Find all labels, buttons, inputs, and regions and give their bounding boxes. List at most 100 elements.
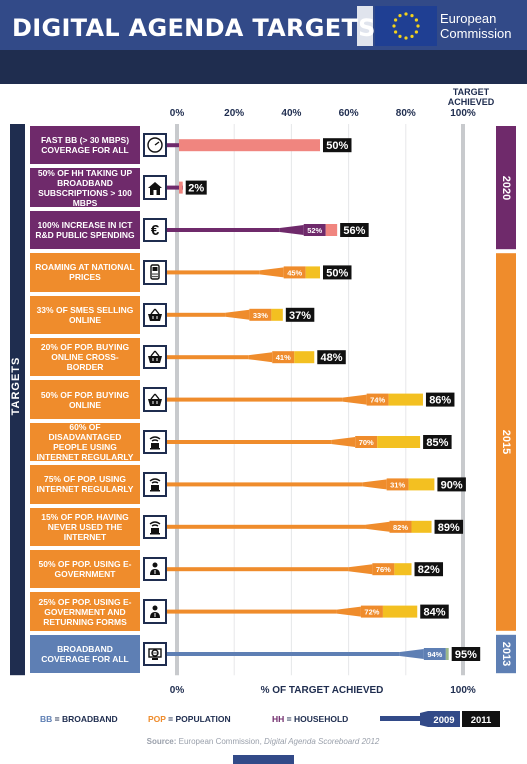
legend-2009-label: 2009 <box>433 715 454 726</box>
label-2011-9: 89% <box>438 522 460 534</box>
target-label-4: 33% OF SMES SELLING ONLINE <box>30 295 140 334</box>
source-text: European Commission, <box>178 737 262 746</box>
label-2011-bg-8 <box>437 477 466 492</box>
label-2011-3: 50% <box>326 267 348 279</box>
label-2009-2: 52% <box>307 226 322 235</box>
bar-2011-8 <box>408 478 435 491</box>
label-2011-bg-7 <box>423 435 452 449</box>
bar-2009-3 <box>177 266 306 279</box>
bar-2011-7 <box>377 436 421 448</box>
bar-2009-9 <box>177 520 412 533</box>
x-tick-top-100: 100% <box>450 108 476 119</box>
page-title: DIGITAL AGENDA TARGETS <box>12 14 376 42</box>
label-2009-8: 31% <box>390 480 405 489</box>
connector-12 <box>167 652 177 656</box>
bar-2011-0 <box>179 139 320 152</box>
bar-2009-11 <box>177 605 383 618</box>
bar-2009-10 <box>177 563 395 576</box>
bar-2011-3 <box>305 266 320 279</box>
label-2011-4: 37% <box>289 310 311 322</box>
label-2011-11: 84% <box>423 607 445 619</box>
label-2011-bg-2 <box>340 223 369 237</box>
connector-2 <box>167 228 177 232</box>
connector-10 <box>167 567 177 572</box>
legend-bb-text: = BROADBAND <box>54 714 118 724</box>
bar-2009-12 <box>177 648 446 660</box>
targets-label: TARGETS <box>10 356 22 416</box>
label-2011-bg-5 <box>317 350 346 365</box>
legend-2011-label: 2011 <box>471 715 492 726</box>
target-label-8: 75% OF POP. USING INTERNET REGULARLY <box>30 465 140 504</box>
bar-2011-5 <box>294 351 315 364</box>
house-icon <box>143 175 167 200</box>
computer-wifi-icon <box>143 514 167 539</box>
legend-years: 2009 2011 <box>380 711 500 727</box>
target-label-12: BROADBAND COVERAGE FOR ALL <box>30 634 140 674</box>
label-2011-10: 82% <box>418 564 440 576</box>
label-2011-2: 56% <box>343 225 365 237</box>
connector-6 <box>167 397 177 402</box>
bar-2011-4 <box>271 308 283 321</box>
label-2009-11: 72% <box>364 608 379 617</box>
eu-flag-logo-icon <box>357 6 437 46</box>
target-label-2: 100% INCREASE IN ICT R&D PUBLIC SPENDING <box>30 210 140 250</box>
label-2011-7: 85% <box>426 437 448 449</box>
footer-bar <box>233 755 294 764</box>
euro-icon: € <box>143 217 167 243</box>
target-label-9: 15% OF POP. HAVING NEVER USED THE INTERN… <box>30 507 140 546</box>
year-band-2015 <box>496 253 516 631</box>
target-label-3: ROAMING AT NATIONAL PRICES <box>30 253 140 292</box>
bar-2009-8 <box>177 478 409 491</box>
year-band-label-2013: 2013 <box>500 641 512 667</box>
label-2011-1: 2% <box>188 183 204 195</box>
legend-2009-taper <box>380 716 420 721</box>
header-band <box>0 50 527 84</box>
shopping-basket-icon <box>143 345 167 370</box>
target-label-10: 50% OF POP. USING E-GOVERNMENT <box>30 550 140 589</box>
bar-2011-6 <box>388 393 423 406</box>
logo-line-1: European <box>440 11 497 26</box>
bar-2011-10 <box>394 563 412 576</box>
label-2009-4: 33% <box>253 311 268 320</box>
mobile-phone-icon <box>143 260 167 285</box>
x-tick-top-0: 0% <box>169 108 185 119</box>
bar-2011-12 <box>445 648 449 660</box>
label-2011-bg-4 <box>285 307 315 322</box>
x-tick-bottom-0: 0% <box>169 685 185 697</box>
label-2011-5: 48% <box>321 352 343 364</box>
legend-hh-text: = HOUSEHOLD <box>286 714 349 724</box>
legend-2011-swatch <box>462 711 500 727</box>
label-2009-9: 82% <box>393 523 408 532</box>
targets-sidebar <box>10 124 25 676</box>
label-2011-12: 95% <box>455 649 477 661</box>
legend-bb-abbr: BB <box>40 714 53 724</box>
label-2011-0: 50% <box>326 140 348 152</box>
label-2009-6: 74% <box>370 396 385 405</box>
bar-2009-5 <box>177 351 295 364</box>
target-label-11: 25% OF POP. USING E-GOVERNMENT AND RETUR… <box>30 592 140 631</box>
person-at-computer-icon <box>143 557 167 582</box>
legend-pop-abbr: POP <box>148 714 166 724</box>
bar-2011-1 <box>179 181 183 194</box>
label-2009-7: 70% <box>359 438 374 447</box>
logo-line-2: Commission <box>440 26 512 41</box>
speedometer-icon <box>143 133 167 158</box>
shopping-basket-icon <box>143 302 167 327</box>
label-2009-5: 41% <box>276 353 291 362</box>
connector-1 <box>167 185 177 190</box>
label-2011-bg-12 <box>451 647 481 661</box>
x-tick-top-80: 80% <box>395 108 416 119</box>
connector-7 <box>167 440 177 444</box>
target-label-0: FAST BB (> 30 MBPS) COVERAGE FOR ALL <box>30 126 140 165</box>
year-band-label-2015: 2015 <box>500 429 512 455</box>
connector-0 <box>167 143 177 148</box>
label-2011-bg-9 <box>434 519 464 534</box>
label-2011-bg-11 <box>420 604 449 619</box>
label-2011-bg-3 <box>323 265 352 280</box>
bar-2009-6 <box>177 393 389 406</box>
bar-2009-2 <box>177 224 326 236</box>
label-2011-bg-1 <box>185 180 207 195</box>
source-prefix: Source: <box>146 737 177 746</box>
